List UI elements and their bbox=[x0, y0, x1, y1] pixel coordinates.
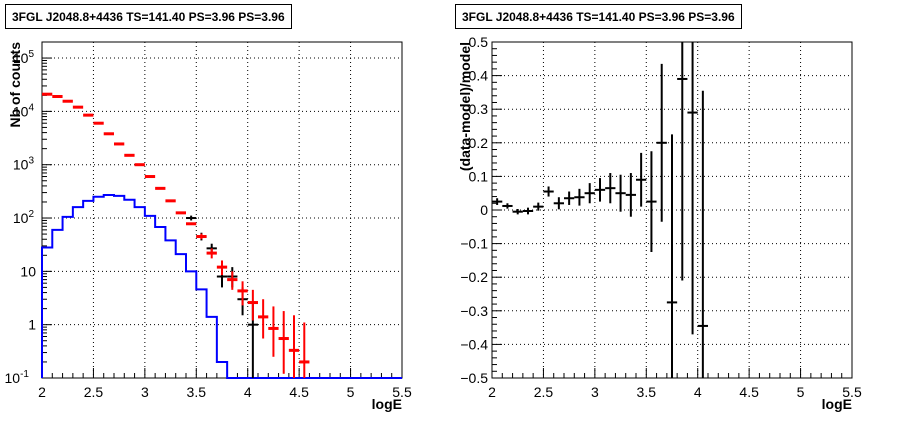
x-axis-label-left: logE bbox=[372, 396, 402, 412]
residual-point bbox=[625, 173, 636, 217]
plot-frame-left bbox=[41, 41, 403, 379]
model-point bbox=[299, 322, 310, 378]
model-point bbox=[278, 311, 289, 374]
y-tick-label: −0.5 bbox=[460, 370, 488, 386]
residual-point bbox=[646, 151, 657, 252]
x-tick-label: 4.5 bbox=[289, 384, 309, 400]
residual-point bbox=[543, 186, 554, 197]
x-tick-label: 3 bbox=[591, 384, 599, 400]
x-tick-label: 4 bbox=[244, 384, 252, 400]
residual-point bbox=[666, 134, 678, 378]
residual-point bbox=[564, 191, 575, 205]
chart-title-right: 3FGL J2048.8+4436 TS=141.40 PS=3.96 PS=3… bbox=[455, 4, 742, 29]
model-point bbox=[268, 306, 279, 357]
y-tick-label: 0 bbox=[480, 202, 488, 218]
residual-point bbox=[522, 207, 534, 215]
x-tick-label: 5.5 bbox=[392, 384, 412, 400]
y-tick-label: 104 bbox=[13, 102, 35, 119]
y-tick-label: 10 bbox=[20, 263, 36, 279]
residual-point bbox=[512, 208, 523, 215]
x-tick-label: 5.5 bbox=[842, 384, 862, 400]
x-tick-label: 2.5 bbox=[534, 384, 554, 400]
x-tick-label: 2 bbox=[38, 384, 46, 400]
y-tick-label: 0.4 bbox=[469, 68, 489, 84]
y-tick-label: −0.3 bbox=[460, 303, 488, 319]
x-tick-label: 5 bbox=[797, 384, 805, 400]
y-tick-label: 10-1 bbox=[5, 369, 30, 386]
data-point bbox=[186, 215, 197, 221]
x-tick-label: 5 bbox=[347, 384, 355, 400]
y-tick-label: 0.3 bbox=[469, 101, 489, 117]
residual-point bbox=[584, 183, 595, 204]
residual-point bbox=[594, 178, 606, 202]
x-tick-label: 2 bbox=[488, 384, 496, 400]
residual-point bbox=[615, 174, 626, 212]
x-tick-label: 4 bbox=[694, 384, 702, 400]
model-point bbox=[216, 260, 228, 276]
model-point bbox=[288, 315, 300, 378]
model-point bbox=[258, 299, 269, 339]
y-tick-label: −0.2 bbox=[460, 269, 488, 285]
residual-point bbox=[677, 42, 688, 281]
model-point bbox=[247, 289, 258, 321]
model-point bbox=[196, 233, 207, 240]
y-tick-label: 1 bbox=[28, 317, 36, 333]
model-point bbox=[206, 248, 217, 259]
x-tick-label: 3.5 bbox=[187, 384, 207, 400]
x-tick-label: 3 bbox=[141, 384, 149, 400]
y-axis-label-right: (data-model)/model bbox=[457, 42, 473, 171]
model-point bbox=[227, 271, 238, 290]
x-tick-label: 4.5 bbox=[739, 384, 759, 400]
residual-point bbox=[492, 198, 503, 205]
residual-point bbox=[605, 173, 616, 204]
residual-point bbox=[697, 90, 708, 378]
y-axis-label-left: Nb of counts bbox=[7, 42, 23, 128]
residual-point bbox=[574, 188, 585, 206]
x-tick-label: 2.5 bbox=[84, 384, 104, 400]
residual-point bbox=[553, 197, 564, 210]
y-tick-label: 0.2 bbox=[469, 135, 489, 151]
residual-point bbox=[502, 203, 513, 209]
residual-point bbox=[636, 152, 647, 207]
y-tick-label: 103 bbox=[13, 156, 35, 173]
x-axis-label-right: logE bbox=[822, 396, 852, 412]
x-tick-label: 3.5 bbox=[637, 384, 657, 400]
chart-title-left: 3FGL J2048.8+4436 TS=141.40 PS=3.96 PS=3… bbox=[5, 4, 292, 29]
model-histogram-line bbox=[41, 194, 402, 379]
y-tick-label: 0.5 bbox=[469, 34, 489, 50]
residual-point bbox=[656, 63, 667, 222]
y-tick-label: 102 bbox=[13, 209, 35, 226]
y-tick-label: −0.1 bbox=[460, 236, 488, 252]
y-tick-label: 0.1 bbox=[469, 168, 489, 184]
y-tick-label: 105 bbox=[13, 49, 35, 66]
y-tick-label: −0.4 bbox=[460, 336, 488, 352]
model-point bbox=[237, 281, 248, 306]
residual-point bbox=[533, 202, 544, 211]
residual-point bbox=[687, 42, 698, 335]
